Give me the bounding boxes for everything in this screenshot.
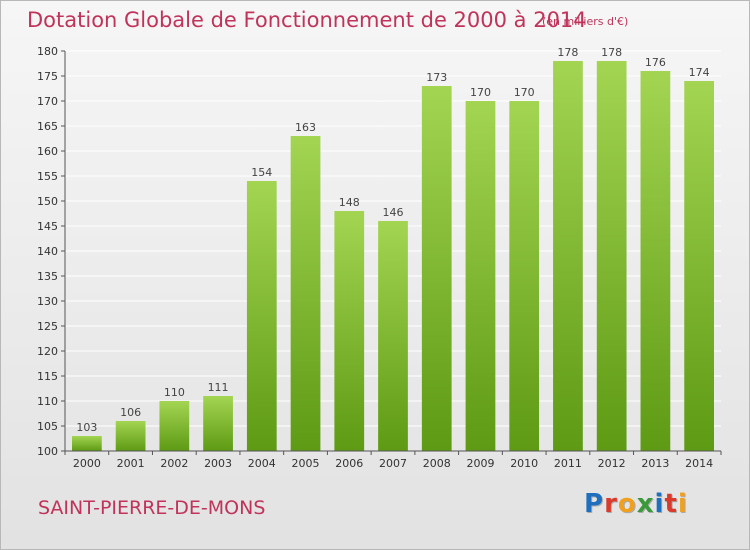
commune-name: SAINT-PIERRE-DE-MONS bbox=[38, 497, 266, 519]
x-tick-label-2000: 2000 bbox=[73, 457, 101, 470]
bar-2000 bbox=[71, 436, 102, 451]
bar-2011 bbox=[553, 61, 583, 451]
y-tick-label: 105 bbox=[37, 420, 58, 433]
proxiti-logo: Proxiti bbox=[584, 489, 688, 519]
y-tick-label: 130 bbox=[37, 295, 58, 308]
y-tick-label: 180 bbox=[37, 45, 58, 58]
logo-letter: i bbox=[654, 489, 665, 519]
data-label-2014: 174 bbox=[689, 66, 710, 79]
data-label-2012: 178 bbox=[601, 46, 622, 59]
data-label-2002: 110 bbox=[164, 386, 185, 399]
data-label-2004: 154 bbox=[251, 166, 272, 179]
y-tick-label: 115 bbox=[37, 370, 58, 383]
logo-letter: P bbox=[584, 489, 605, 519]
data-label-2013: 176 bbox=[645, 56, 666, 69]
y-tick-label: 125 bbox=[37, 320, 58, 333]
bars: 103 106 110 111 154 163 148 146 173 170 170 178 178 1… bbox=[71, 46, 715, 451]
logo-letter: t bbox=[664, 489, 678, 519]
axes: 100 105 110 115 120 125 130 135 140 145 150 155 160 1… bbox=[37, 45, 722, 470]
x-tick-label-2007: 2007 bbox=[379, 457, 407, 470]
bar-2004 bbox=[246, 181, 277, 451]
y-tick-label: 175 bbox=[37, 70, 58, 83]
logo-letter: o bbox=[617, 489, 637, 519]
data-label-2001: 106 bbox=[120, 406, 141, 419]
logo-letter: r bbox=[604, 489, 618, 519]
bar-2012 bbox=[596, 61, 627, 451]
data-label-2005: 163 bbox=[295, 121, 316, 134]
bar-2007 bbox=[378, 221, 408, 451]
y-tick-label: 100 bbox=[37, 445, 58, 458]
x-tick-label-2005: 2005 bbox=[292, 457, 320, 470]
x-tick-label-2013: 2013 bbox=[641, 457, 669, 470]
logo-letter: i bbox=[677, 489, 688, 519]
bar-2014 bbox=[684, 81, 715, 451]
y-tick-label: 135 bbox=[37, 270, 58, 283]
bar-2001 bbox=[115, 421, 146, 451]
y-tick-label: 110 bbox=[37, 395, 58, 408]
y-tick-label: 140 bbox=[37, 245, 58, 258]
data-label-2009: 170 bbox=[470, 86, 491, 99]
data-label-2010: 170 bbox=[514, 86, 535, 99]
logo-letter: x bbox=[636, 489, 655, 519]
chart-subtitle: (en milliers d'€) bbox=[542, 15, 629, 28]
bar-2002 bbox=[159, 401, 190, 451]
bar-2005 bbox=[290, 136, 321, 451]
y-tick-label: 160 bbox=[37, 145, 58, 158]
bar-2009 bbox=[465, 101, 496, 451]
x-tick-label-2012: 2012 bbox=[598, 457, 626, 470]
data-label-2006: 148 bbox=[339, 196, 360, 209]
x-tick-label-2001: 2001 bbox=[117, 457, 145, 470]
data-label-2007: 146 bbox=[383, 206, 404, 219]
x-tick-label-2004: 2004 bbox=[248, 457, 276, 470]
data-label-2008: 173 bbox=[426, 71, 447, 84]
data-label-2003: 111 bbox=[208, 381, 229, 394]
x-tick-label-2009: 2009 bbox=[466, 457, 494, 470]
y-tick-label: 170 bbox=[37, 95, 58, 108]
x-tick-label-2008: 2008 bbox=[423, 457, 451, 470]
x-tick-label-2006: 2006 bbox=[335, 457, 363, 470]
bar-2010 bbox=[509, 101, 540, 451]
y-tick-label: 145 bbox=[37, 220, 58, 233]
bar-2003 bbox=[203, 396, 233, 451]
chart-title: Dotation Globale de Fonctionnement de 20… bbox=[27, 8, 587, 32]
x-tick-label-2003: 2003 bbox=[204, 457, 232, 470]
data-label-2011: 178 bbox=[557, 46, 578, 59]
x-tick-label-2010: 2010 bbox=[510, 457, 538, 470]
x-tick-label-2011: 2011 bbox=[554, 457, 582, 470]
data-label-2000: 103 bbox=[76, 421, 97, 434]
bar-2008 bbox=[421, 86, 452, 451]
x-tick-label-2002: 2002 bbox=[160, 457, 188, 470]
x-tick-label-2014: 2014 bbox=[685, 457, 713, 470]
y-tick-label: 150 bbox=[37, 195, 58, 208]
bar-2006 bbox=[334, 211, 365, 451]
y-tick-label: 120 bbox=[37, 345, 58, 358]
bar-2013 bbox=[640, 71, 671, 451]
y-tick-label: 165 bbox=[37, 120, 58, 133]
y-tick-label: 155 bbox=[37, 170, 58, 183]
